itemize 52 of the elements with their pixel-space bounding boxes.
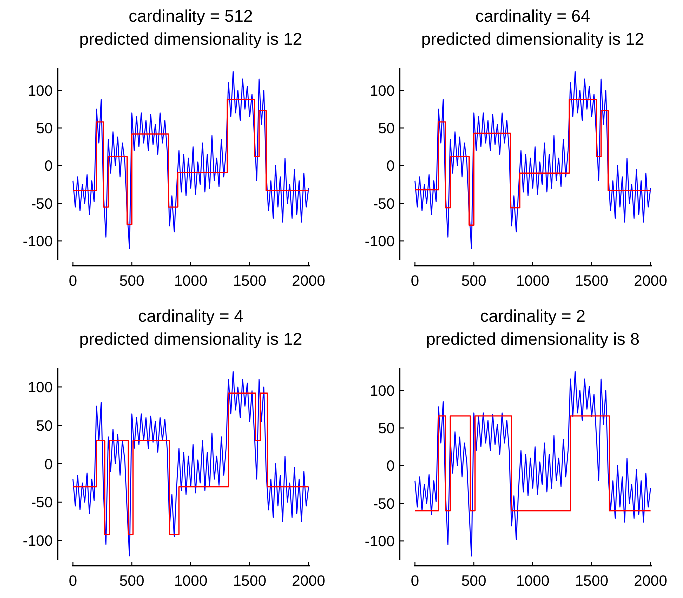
x-tick-label: 0 (411, 573, 420, 590)
y-tick-label: -100 (364, 233, 395, 250)
y-tick-label: -50 (373, 196, 395, 213)
line-series (414, 71, 652, 250)
y-tick-label: 50 (36, 418, 53, 435)
y-tick-label: 0 (386, 158, 395, 176)
y-tick-label: 0 (44, 456, 53, 474)
chart-subtitle: predicted dimensionality is 12 (79, 30, 303, 49)
chart-subtitle: predicted dimensionality is 12 (421, 30, 645, 49)
y-tick-label: 50 (378, 420, 395, 438)
x-tick-label: 1500 (233, 573, 267, 590)
y-tick-label: -100 (22, 533, 53, 550)
x-tick-label: 2000 (634, 573, 668, 590)
y-tick-label: 0 (44, 158, 53, 176)
y-tick-label: 100 (28, 379, 53, 396)
y-tick-label: 100 (370, 382, 395, 400)
x-tick-label: 0 (411, 273, 420, 290)
x-tick-label: 0 (69, 573, 78, 590)
x-tick-label: 1500 (233, 273, 267, 290)
y-tick-label: -50 (373, 496, 395, 513)
y-tick-label: 50 (378, 120, 395, 138)
y-tick-label: 100 (370, 82, 395, 100)
line-series (72, 71, 310, 250)
line-series (414, 371, 652, 557)
x-tick-label: 2000 (292, 573, 326, 590)
x-tick-label: 2000 (292, 273, 326, 290)
y-tick-label: 100 (28, 82, 53, 100)
y-tick-label: -50 (31, 494, 53, 512)
x-tick-label: 500 (462, 573, 487, 590)
x-tick-label: 500 (120, 573, 145, 590)
y-tick-label: -100 (364, 533, 395, 550)
chart-title: cardinality = 64 (476, 7, 590, 26)
x-tick-label: 1000 (174, 573, 208, 590)
x-tick-label: 500 (462, 273, 487, 290)
y-tick-label: 0 (386, 458, 395, 476)
x-tick-label: 1000 (174, 273, 208, 290)
chart-subtitle: predicted dimensionality is 8 (426, 330, 640, 349)
y-tick-label: -100 (22, 233, 53, 250)
x-tick-label: 0 (69, 273, 78, 290)
x-tick-label: 1500 (575, 273, 609, 290)
line-series (72, 371, 310, 557)
chart-title: cardinality = 512 (128, 7, 254, 26)
x-tick-label: 1000 (516, 573, 550, 590)
y-tick-label: -50 (31, 196, 53, 213)
x-tick-label: 1000 (516, 273, 550, 290)
x-tick-label: 2000 (634, 273, 668, 290)
chart-subtitle: predicted dimensionality is 12 (79, 330, 303, 349)
x-tick-label: 1500 (575, 573, 609, 590)
chart-title: cardinality = 2 (480, 307, 586, 326)
chart-title: cardinality = 4 (138, 307, 244, 326)
y-tick-label: 50 (36, 120, 53, 138)
x-tick-label: 500 (120, 273, 145, 290)
